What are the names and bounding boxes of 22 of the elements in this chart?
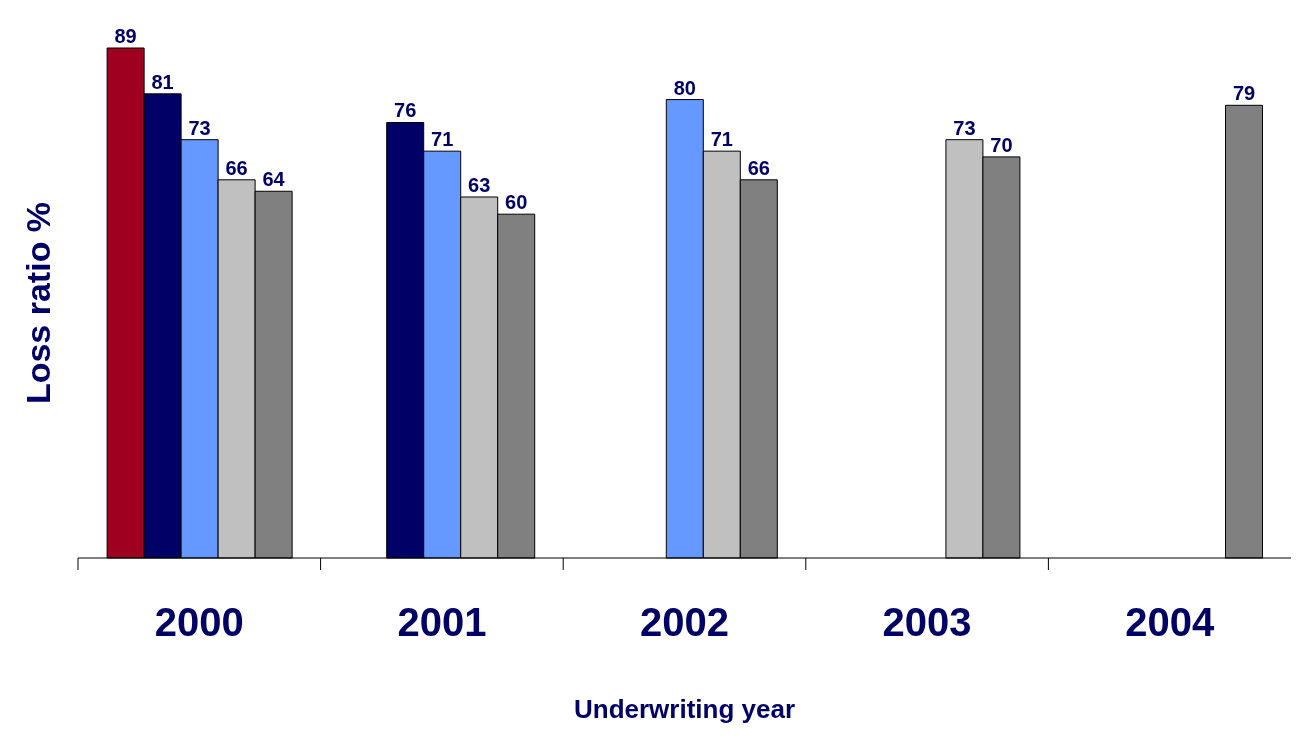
data-label: 71 (710, 128, 733, 151)
x-tick-label: 2003 (882, 600, 972, 644)
data-label: 66 (225, 156, 248, 179)
data-label: 79 (1232, 82, 1256, 105)
x-tick-label: 2004 (1125, 600, 1215, 644)
x-axis-title: Underwriting year (573, 694, 796, 724)
data-label: 63 (468, 173, 491, 196)
data-label: 64 (262, 168, 286, 191)
y-axis-title: Loss ratio % (19, 201, 58, 405)
data-label: 73 (953, 116, 976, 139)
data-label: 71 (431, 128, 454, 151)
data-label: 60 (505, 191, 528, 214)
data-label: 66 (747, 156, 770, 179)
data-label: 73 (188, 116, 211, 139)
x-tick-label: 2001 (397, 600, 487, 644)
data-label: 70 (990, 133, 1013, 156)
data-label: 89 (114, 25, 137, 47)
x-tick-label: 2002 (640, 600, 729, 644)
x-tick-label: 2000 (154, 600, 244, 644)
data-label: 80 (673, 76, 696, 99)
data-label: 76 (394, 99, 417, 122)
data-label: 81 (151, 70, 174, 93)
